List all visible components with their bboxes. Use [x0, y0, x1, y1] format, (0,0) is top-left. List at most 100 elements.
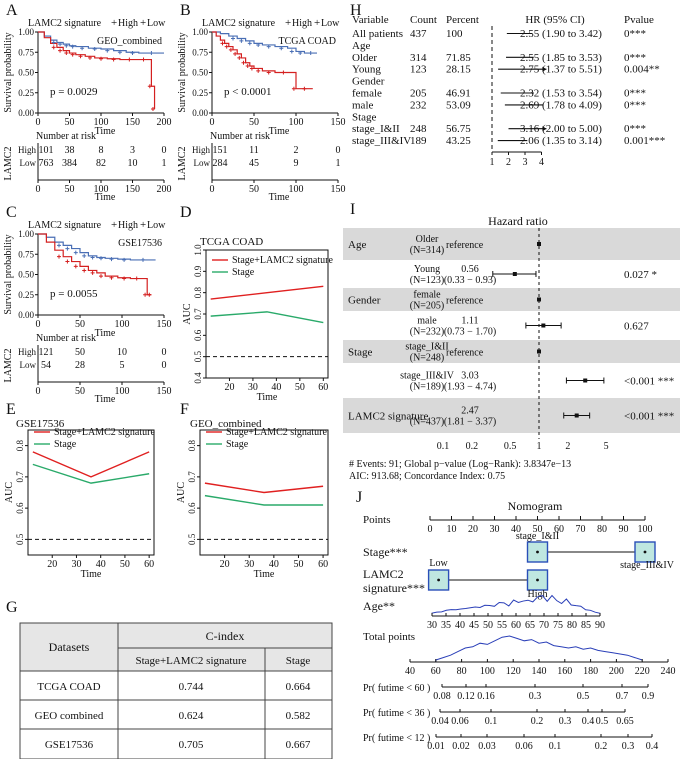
km-risk-low-count: 763: [39, 158, 54, 169]
forest-h-axis-tick-label: 3: [523, 157, 528, 168]
km-risk-x-tick-label: 150: [331, 184, 346, 195]
table-header-cindex: C-index: [206, 629, 245, 643]
km-censor-high: [82, 268, 87, 273]
forest-h-hr-text: 2.06 (1.35 to 3.14): [520, 135, 602, 147]
forest-h-variable: All patients: [352, 28, 403, 40]
forest-i-pvalue: 0.027 *: [624, 269, 657, 281]
km-legend-high-marker: +: [111, 219, 117, 231]
auc-y-axis-title: AUC: [182, 303, 193, 324]
forest-h-pvalue: 0***: [624, 88, 646, 100]
auc-y-tick-label: 0.6: [187, 502, 197, 514]
km-censor-low: [58, 42, 63, 47]
nomogram-row-label: Total points: [363, 631, 415, 643]
nomogram-stage-level: stage_I&II: [516, 531, 559, 542]
km-risk-low-count: 10: [128, 158, 138, 169]
nomogram-points-tick-label: 40: [511, 524, 521, 535]
forest-h-axis-tick-label: 4: [539, 157, 544, 168]
nomogram-age-tick-label: 75: [553, 620, 563, 631]
auc-x-tick-label: 20: [220, 559, 230, 570]
auc-x-tick-label: 40: [271, 382, 281, 393]
forest-i-level: stage_I&II: [405, 342, 448, 353]
km-x-tick-label: 50: [65, 117, 75, 128]
auc-x-tick-label: 60: [144, 559, 154, 570]
panel-label-g: G: [6, 599, 18, 616]
km-y-axis-title: Survival probability: [3, 32, 14, 112]
auc-y-axis-title: AUC: [176, 482, 187, 503]
forest-h-hr-text: 3.16 (2.00 to 5.00): [520, 123, 602, 135]
forest-h-count: 437: [410, 28, 427, 40]
km-risk-low-label: Low: [194, 158, 211, 168]
forest-i-axis-tick-label: 1: [537, 441, 542, 452]
km-risk-x-tick-label: 0: [210, 184, 215, 195]
nomogram-age-tick-label: 70: [539, 620, 549, 631]
nomogram-total-tick-label: 40: [405, 666, 415, 677]
forest-h-group-label: Stage: [352, 111, 377, 123]
km-legend-low-marker: +: [314, 17, 320, 29]
forest-i-point: [512, 272, 517, 276]
forest-h-header-hr: HR (95% CI): [525, 14, 585, 26]
km-risk-low-count: 54: [41, 360, 51, 371]
km-risk-x-tick-label: 100: [289, 184, 304, 195]
forest-h-percent: 53.09: [446, 99, 471, 111]
km-censor-high: [291, 86, 296, 91]
km-risk-high-count: 0: [162, 347, 167, 358]
auc-y-tick-label: 0.5: [187, 533, 197, 545]
table-subheader-combined: Stage+LAMC2 signature: [136, 655, 247, 667]
km-legend-low-marker: +: [140, 17, 146, 29]
km-censor-high: [220, 41, 225, 46]
auc-legend-label: Stage: [226, 439, 249, 450]
auc-x-tick-label: 20: [224, 382, 234, 393]
km-panel-a: LAMC2 signature + High + Low0.000.250.500.75…: [3, 17, 172, 203]
forest-h-percent: 28.15: [446, 64, 471, 76]
km-legend-title: LAMC2 signature: [28, 220, 102, 231]
forest-h-pvalue: 0.001***: [624, 135, 665, 147]
km-censor-low: [80, 46, 85, 51]
km-censor-low: [117, 50, 122, 55]
forest-h-ci-arrow: [542, 66, 547, 72]
forest-h-count: 314: [410, 52, 427, 64]
nomogram-prob-tick-label: 0.1: [549, 741, 562, 752]
nomogram-prob-tick-label: 0.01: [427, 741, 445, 752]
km-risk-high-count: 0: [336, 145, 341, 156]
km-risk-x-axis-title: Time: [95, 394, 116, 405]
nomogram-prob-tick-label: 0.04: [431, 716, 449, 727]
table-header-datasets: Datasets: [49, 640, 90, 654]
forest-i-point: [537, 349, 541, 354]
km-high-curve: [38, 233, 152, 296]
km-legend-title: LAMC2 signature: [202, 18, 276, 29]
nomogram-prob-tick-label: 0.5: [596, 716, 609, 727]
km-legend-low-marker: +: [140, 219, 146, 231]
km-x-tick-label: 200: [157, 117, 172, 128]
forest-i-reference-text: reference: [446, 348, 484, 359]
km-risk-x-tick-label: 0: [36, 386, 41, 397]
km-legend-high-marker: +: [111, 17, 117, 29]
km-risk-x-axis-title: Time: [269, 192, 290, 203]
km-censor-high: [266, 70, 271, 75]
km-risk-x-tick-label: 50: [249, 184, 259, 195]
forest-i-variable: Stage: [348, 347, 373, 359]
km-legend-high: High: [118, 18, 138, 29]
km-censor-high: [134, 276, 139, 281]
forest-i-n: (N=314): [410, 245, 445, 256]
auc-series-line-stage: [204, 494, 324, 506]
forest-i-variable: LAMC2 signature: [348, 411, 428, 423]
km-pvalue: p = 0.0055: [50, 288, 98, 300]
km-risk-x-tick-label: 150: [157, 386, 172, 397]
km-risk-high-count: 10: [117, 347, 127, 358]
km-risk-x-tick-label: 0: [36, 184, 41, 195]
km-censor-low: [247, 41, 252, 46]
forest-h-hr-text: 2.55 (1.85 to 3.53): [520, 52, 602, 64]
nomogram-row-label: Points: [363, 514, 391, 526]
nomogram-age-tick-label: 90: [595, 620, 605, 631]
forest-i-level: Older: [416, 234, 439, 245]
forest-i-footer-events: # Events: 91; Global p−value (Log−Rank):…: [349, 459, 571, 470]
km-risk-x-tick-label: 50: [65, 184, 75, 195]
forest-h-header-percent: Percent: [446, 14, 479, 26]
forest-i-row-shade: [343, 288, 680, 311]
nomogram-age-tick-label: 40: [455, 620, 465, 631]
km-pvalue: p < 0.0001: [224, 86, 271, 98]
nomogram-row-label: Pr( futime < 60 ): [363, 683, 430, 694]
km-x-axis-title: Time: [95, 126, 116, 137]
